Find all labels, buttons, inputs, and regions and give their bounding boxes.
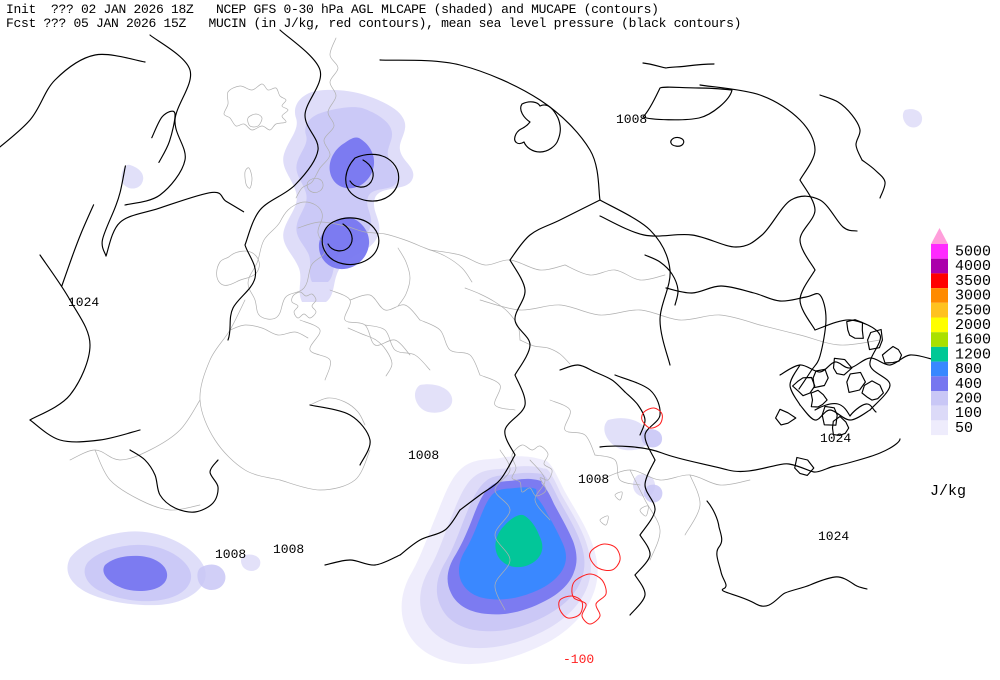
svg-text:J/kg: J/kg [930, 483, 966, 500]
svg-text:1024: 1024 [68, 295, 99, 310]
svg-text:1024: 1024 [818, 529, 849, 544]
svg-text:1008: 1008 [215, 547, 246, 562]
svg-text:1008: 1008 [408, 448, 439, 463]
svg-text:-100: -100 [563, 652, 594, 667]
svg-text:50: 50 [955, 420, 973, 437]
svg-text:1008: 1008 [578, 472, 609, 487]
svg-text:1008: 1008 [616, 112, 647, 127]
svg-text:1024: 1024 [820, 431, 851, 446]
svg-text:1008: 1008 [273, 542, 304, 557]
